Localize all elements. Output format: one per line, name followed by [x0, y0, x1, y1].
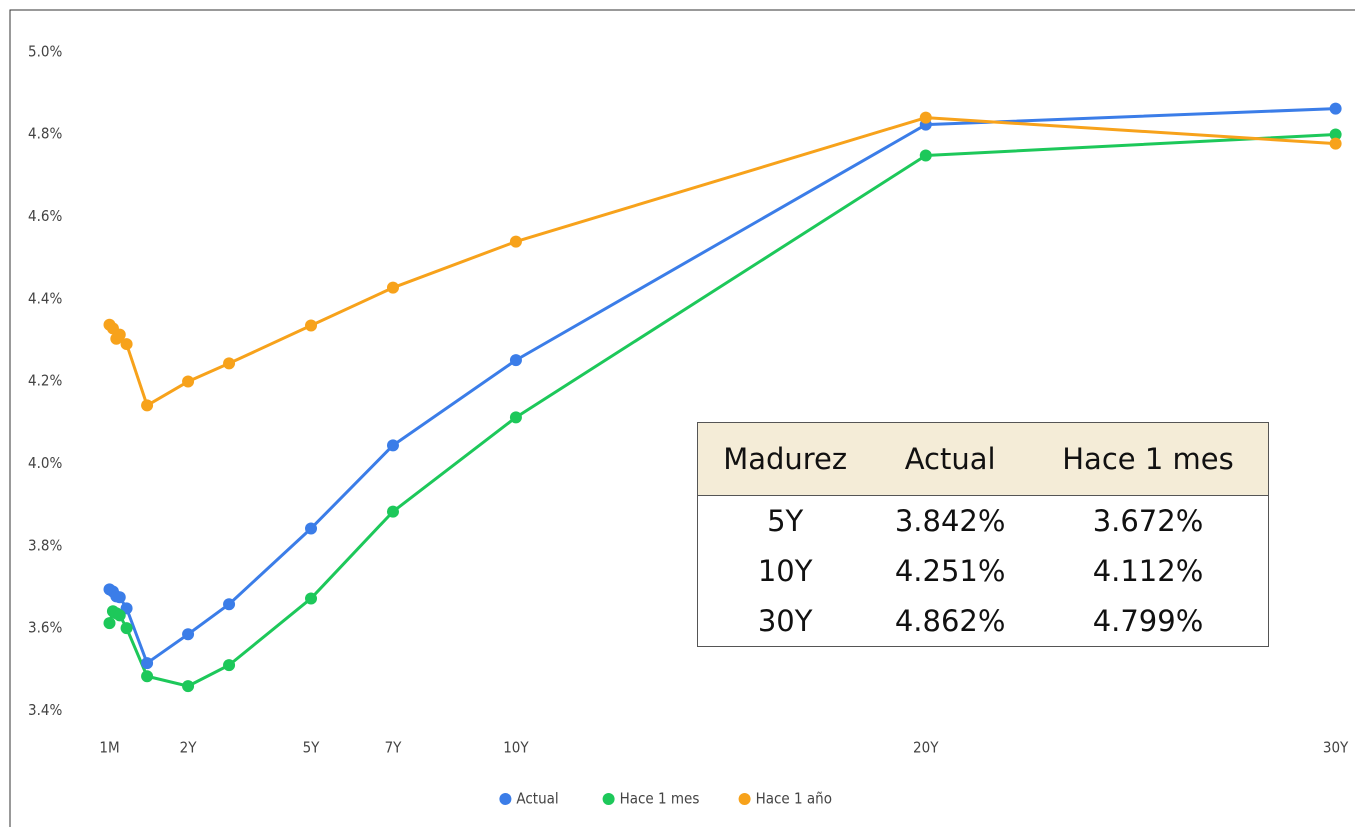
table-cell: 10Y: [757, 554, 813, 588]
y-tick-label: 3.4%: [28, 701, 62, 719]
y-tick-label: 3.8%: [28, 536, 62, 554]
data-point: [386, 439, 399, 452]
y-tick-label: 5.0%: [28, 42, 62, 60]
data-point: [141, 657, 154, 670]
y-tick-label: 4.0%: [28, 454, 62, 472]
data-point: [509, 411, 522, 424]
data-point: [305, 319, 318, 332]
data-point: [386, 505, 399, 518]
x-tick-label: 5Y: [303, 739, 321, 757]
data-point: [305, 522, 318, 535]
y-tick-label: 4.6%: [28, 207, 62, 225]
data-point: [120, 338, 133, 351]
table-cell: 4.251%: [894, 554, 1006, 588]
table-header-cell: Hace 1 mes: [1027, 422, 1269, 496]
y-tick-label: 4.2%: [28, 372, 62, 390]
x-tick-label: 20Y: [913, 739, 939, 757]
table-cell: 5Y: [767, 504, 804, 538]
data-point: [1329, 137, 1342, 150]
legend-label: Hace 1 mes: [620, 790, 700, 808]
table-row: 30Y 4.862% 4.799%: [698, 596, 1269, 647]
data-point: [103, 617, 116, 630]
y-tick-label: 4.8%: [28, 125, 62, 143]
data-point: [1329, 102, 1342, 115]
frame: [9, 9, 1355, 827]
table-cell: 4.862%: [894, 604, 1006, 638]
legend-marker: [499, 793, 512, 805]
data-point: [1329, 128, 1342, 141]
data-point: [120, 622, 133, 635]
table-row: 10Y 4.251% 4.112%: [698, 546, 1269, 596]
table-cell: 30Y: [757, 604, 813, 638]
data-point: [386, 281, 399, 294]
data-point: [182, 375, 195, 388]
data-point: [141, 670, 154, 683]
data-point: [919, 111, 932, 124]
data-point: [182, 628, 195, 641]
x-tick-label: 30Y: [1323, 739, 1349, 757]
y-tick-label: 4.4%: [28, 289, 62, 307]
data-point: [509, 354, 522, 367]
data-point: [223, 357, 236, 370]
table-cell: 4.799%: [1092, 604, 1204, 638]
table-header: Madurez Actual Hace 1 mes: [697, 422, 1269, 496]
legend-marker: [738, 793, 751, 805]
table-cell: 3.672%: [1092, 504, 1204, 538]
table-cell: 3.842%: [894, 504, 1006, 538]
x-tick-label: 1M: [99, 739, 119, 757]
legend-label: Actual: [516, 790, 558, 808]
data-point: [223, 598, 236, 611]
series-line: [108, 116, 1336, 407]
legend-label: Hace 1 año: [756, 790, 832, 808]
table-header-cell: Madurez: [697, 422, 873, 496]
data-point: [509, 235, 522, 248]
table-cell: 4.112%: [1092, 554, 1204, 588]
table-header-cell: Actual: [872, 422, 1028, 496]
legend-marker: [602, 793, 615, 805]
x-tick-label: 2Y: [180, 739, 198, 757]
data-point: [182, 680, 195, 693]
data-point: [141, 399, 154, 412]
table-row: 5Y 3.842% 3.672%: [698, 496, 1269, 547]
data-point: [223, 659, 236, 672]
y-tick-label: 3.6%: [28, 619, 62, 637]
data-point: [305, 592, 318, 605]
data-point: [919, 149, 932, 162]
data-point: [113, 609, 126, 622]
summary-table: Madurez Actual Hace 1 mes 5Y 3.842% 3.672% 10…: [697, 422, 1269, 647]
x-tick-label: 7Y: [385, 739, 403, 757]
data-point: [113, 328, 126, 341]
data-point: [113, 591, 126, 604]
x-tick-label: 10Y: [503, 739, 529, 757]
